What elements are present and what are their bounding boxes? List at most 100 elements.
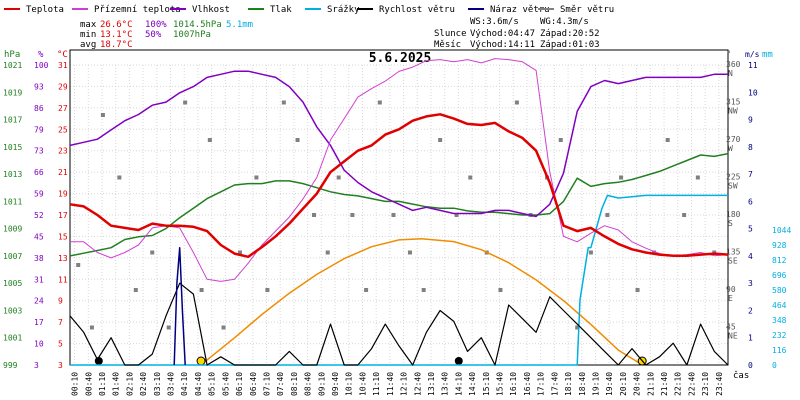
info-sun-rise: Východ:04:47 <box>470 29 535 39</box>
info-moon-rise: Východ:14:11 <box>470 40 535 50</box>
ms-tick-label: 10 <box>748 88 758 97</box>
wind-direction-point <box>619 175 624 180</box>
pct-tick-label: 86 <box>34 104 44 113</box>
dir-tick-label: 135 <box>726 248 741 257</box>
hpa-tick-label: 1007 <box>3 252 22 261</box>
x-tick-label: 15:40 <box>496 372 505 396</box>
x-tick-label: 15:10 <box>482 372 491 396</box>
x-tick-label: 21:10 <box>646 372 655 396</box>
hpa-tick-label: 1003 <box>3 306 22 315</box>
hpa-tick-label: 1017 <box>3 116 22 125</box>
mm-tick-label: 1044 <box>772 226 791 235</box>
dir-compass-label: E <box>728 294 733 303</box>
wind-direction-point <box>682 213 687 217</box>
ms-tick-label: 3 <box>748 279 753 288</box>
dir-tick-label: 315 <box>726 98 741 107</box>
chart-marks <box>69 58 729 366</box>
wind-direction-point <box>89 325 94 330</box>
pct-tick-label: 100 <box>34 61 49 70</box>
hpa-tick-label: 1009 <box>3 225 22 234</box>
hpa-tick-label: 1011 <box>3 197 22 206</box>
stats-min-temp: 13.1°C <box>100 30 133 40</box>
wind-direction-point <box>575 325 580 330</box>
legend-label-rain: Srážky <box>327 5 360 15</box>
x-tick-label: 17:10 <box>537 372 546 396</box>
temp-tick-label: 9 <box>58 297 63 306</box>
legend-label-press: Tlak <box>270 5 292 15</box>
ms-tick-label: 11 <box>748 61 758 70</box>
mm-tick-label: 928 <box>772 241 787 250</box>
sunrise-marker <box>196 356 206 366</box>
wind-direction-point <box>350 213 355 217</box>
x-tick-label: 07:40 <box>276 372 285 396</box>
mm-tick-label: 464 <box>772 301 787 310</box>
wind-direction-point <box>498 288 503 292</box>
ms-tick-label: 7 <box>748 170 753 179</box>
stats-avg-label: avg <box>80 40 96 50</box>
info-moon-set: Západ:01:03 <box>540 40 600 50</box>
wind-direction-point <box>558 138 563 142</box>
legend-label-hum: Vlhkost <box>192 5 230 15</box>
dir-tick-label: 225 <box>726 173 741 182</box>
mm-tick-label: 116 <box>772 346 787 355</box>
x-tick-label: 17:40 <box>550 372 559 396</box>
temp-tick-label: 23 <box>58 147 68 156</box>
hpa-tick-label: 1021 <box>3 61 22 70</box>
stats-max-label: max <box>80 20 97 30</box>
mm-tick-label: 348 <box>772 316 787 325</box>
x-tick-label: 04:40 <box>194 372 203 396</box>
mm-tick-label: 580 <box>772 286 787 295</box>
wind-direction-point <box>237 250 242 255</box>
x-tick-label: 13:10 <box>427 372 436 396</box>
ms-tick-label: 0 <box>748 361 753 370</box>
legend-label-wind: Rychlost větru <box>379 5 455 15</box>
hpa-tick-label: 999 <box>3 361 18 370</box>
info-moon-label: Měsíc <box>434 40 461 50</box>
hpa-tick-label: 1005 <box>3 279 22 288</box>
wind-direction-point <box>605 213 610 217</box>
x-tick-label: 03:10 <box>153 372 162 396</box>
wind-direction-point <box>166 325 171 330</box>
temp-tick-label: 27 <box>58 104 68 113</box>
stats-avg-temp: 18.7°C <box>100 40 133 50</box>
dir-compass-label: NW <box>728 107 738 116</box>
pct-tick-label: 79 <box>34 125 44 134</box>
dir-compass-label: N <box>728 69 733 78</box>
wind-direction-point <box>207 138 212 142</box>
pct-tick-label: 10 <box>34 340 44 349</box>
axis-unit-temp: °C <box>57 50 68 60</box>
wind-direction-point <box>438 138 443 142</box>
wind-direction-point <box>100 113 105 117</box>
x-tick-label: 20:10 <box>619 372 628 396</box>
temp-tick-label: 19 <box>58 190 68 199</box>
wind-direction-point <box>377 100 382 105</box>
info-ws: WS:3.6m/s <box>470 17 519 27</box>
x-tick-label: 04:10 <box>180 372 189 396</box>
dir-tick-label: 45 <box>726 323 736 332</box>
pct-tick-label: 38 <box>34 254 44 263</box>
x-tick-label: 09:10 <box>317 372 326 396</box>
dir-tick-label: 180 <box>726 210 741 219</box>
temp-tick-label: 17 <box>58 211 68 220</box>
stats-min-hum: 50% <box>145 30 162 40</box>
x-tick-label: 20:40 <box>633 372 642 396</box>
ms-tick-label: 4 <box>748 252 753 261</box>
x-tick-label: 08:10 <box>290 372 299 396</box>
x-tick-label: 23:40 <box>715 372 724 396</box>
ms-tick-label: 9 <box>748 116 753 125</box>
temp-tick-label: 13 <box>58 254 68 263</box>
x-tick-label: 18:10 <box>564 372 573 396</box>
x-tick-label: 11:10 <box>372 372 381 396</box>
axes: 1021101910171015101310111009100710051003… <box>3 60 791 396</box>
wind-direction-point <box>454 213 459 217</box>
legend-label-feels: Přízemní teplota <box>94 5 181 15</box>
hpa-tick-label: 1001 <box>3 334 22 343</box>
axis-unit-hpa: hPa <box>4 50 20 60</box>
series-rain <box>70 194 728 366</box>
info-wg: WG:4.3m/s <box>540 17 589 27</box>
hpa-tick-label: 1019 <box>3 88 22 97</box>
stats-min-label: min <box>80 30 96 40</box>
wind-direction-point <box>117 175 122 180</box>
dir-compass-label: S <box>728 219 733 228</box>
